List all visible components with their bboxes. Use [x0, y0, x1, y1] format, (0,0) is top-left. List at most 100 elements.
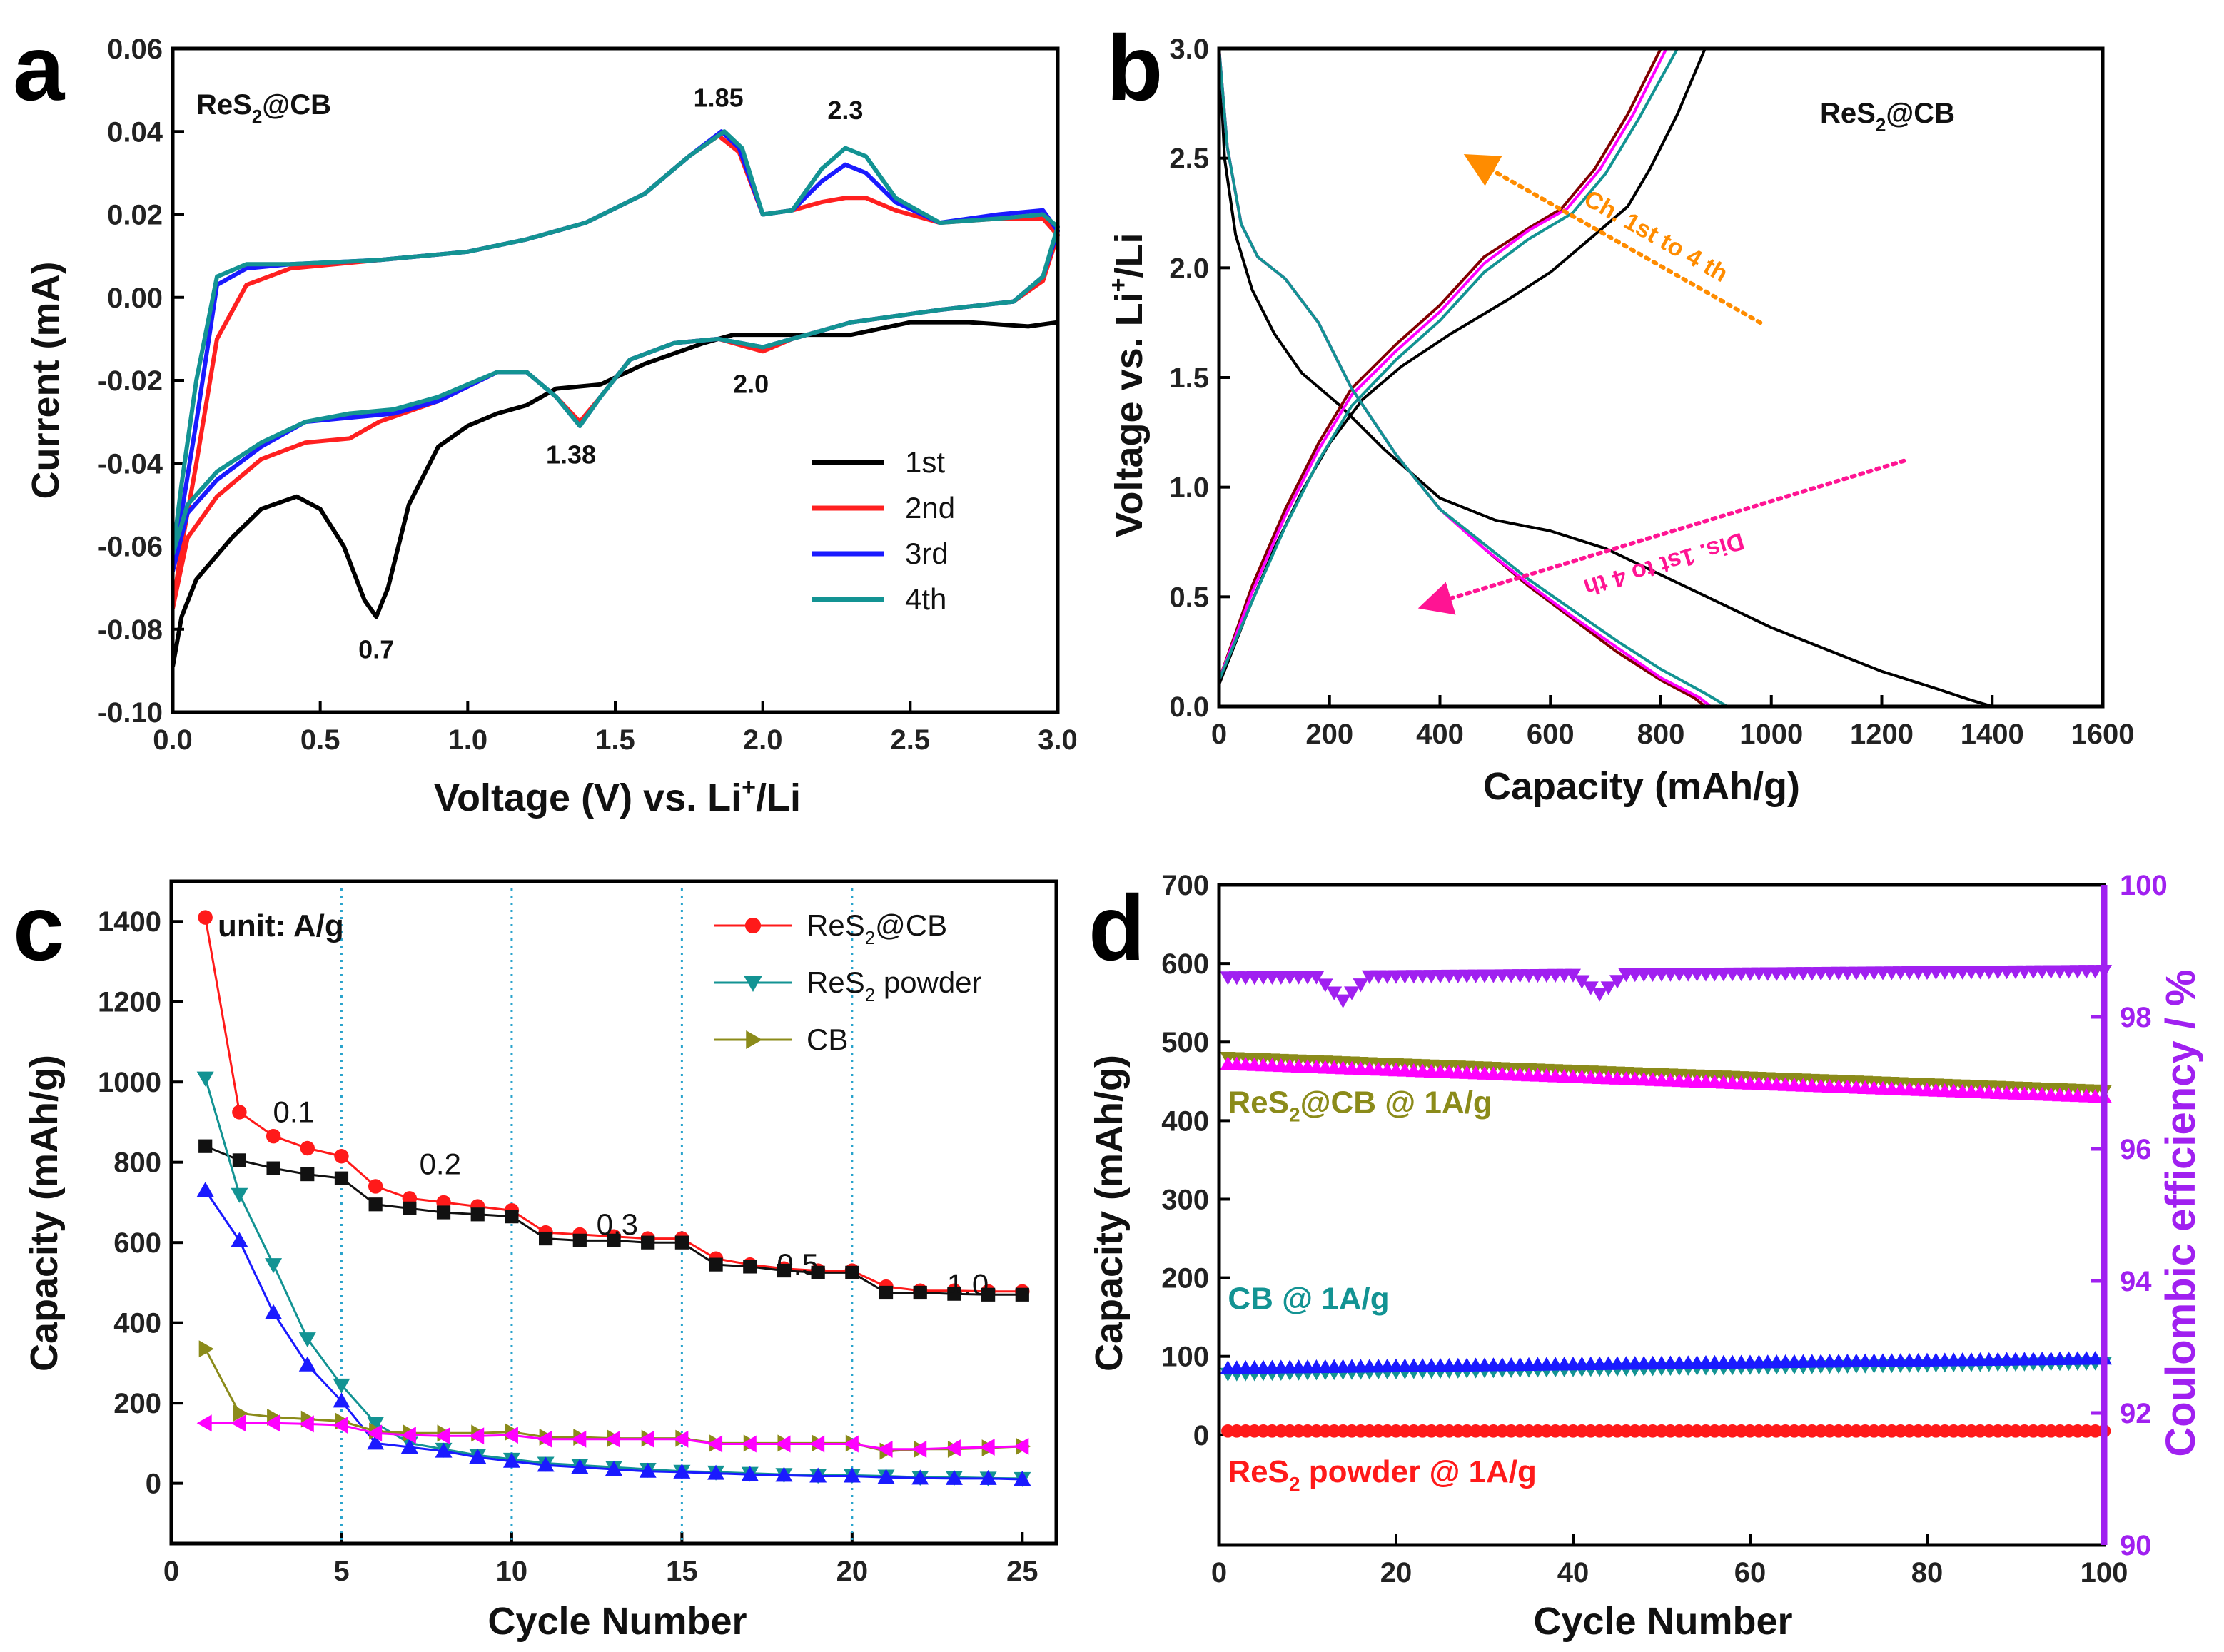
panel-b-ticks: 0 200 400 600 800 1000 1200 1400 1600 0.0 0.5 1.0 1.…	[1169, 34, 2134, 750]
rate-data-point	[879, 1285, 894, 1300]
rate-data-point	[641, 1235, 655, 1250]
rate-data-point	[639, 1462, 657, 1478]
legend-marker	[744, 976, 762, 992]
rate-label: 0.1	[273, 1095, 314, 1128]
rate-data-point	[605, 1460, 622, 1476]
rate-label: 0.5	[777, 1247, 818, 1281]
peak-label: 2.0	[733, 369, 769, 398]
rate-data-point	[368, 1179, 383, 1194]
y-tick-label: 2.0	[1169, 253, 1209, 284]
rate-data-point	[502, 1427, 518, 1444]
x-tick-label: 80	[1911, 1557, 1944, 1588]
y-tick-label: 1000	[98, 1067, 161, 1098]
panel-a-cv-plot: 0.0 0.5 1.0 1.5 2.0 2.5 3.0 -0.10 -0.08 -0.06 -0.0…	[24, 34, 1078, 819]
x-tick-label: 60	[1734, 1557, 1766, 1588]
x-tick-label: 1600	[2071, 719, 2135, 750]
voltage-curve	[1218, 48, 1712, 708]
x-tick-label: 0	[1211, 1557, 1227, 1588]
x-tick-label: 0	[1211, 719, 1227, 750]
x-tick-label: 10	[496, 1556, 528, 1587]
rate-data-point	[947, 1287, 961, 1301]
annotation-label: Dis. 1st to 4 th	[1581, 527, 1747, 602]
y-tick-label: 600	[113, 1227, 161, 1259]
peak-label: 2.3	[827, 96, 863, 125]
legend-label: 3rd	[905, 537, 949, 570]
y-tick-label: 100	[1161, 1342, 1209, 1373]
panel-d-series	[1220, 965, 2112, 1438]
rate-data-point	[843, 1467, 861, 1483]
rate-data-point	[741, 1435, 757, 1453]
rate-data-point	[775, 1435, 791, 1453]
rate-data-point	[505, 1210, 519, 1224]
rate-data-point	[911, 1440, 927, 1458]
y2-tick-label: 90	[2120, 1530, 2152, 1561]
rate-data-point	[811, 1265, 825, 1279]
rate-data-point	[502, 1452, 520, 1468]
rate-data-point	[777, 1263, 792, 1278]
legend-marker	[746, 1030, 762, 1049]
rate-data-point	[196, 1071, 214, 1087]
x-tick-label: 0	[163, 1556, 179, 1587]
rate-data-point	[809, 1467, 827, 1483]
rate-data-point	[945, 1439, 961, 1457]
y-tick-label: 1200	[98, 987, 161, 1018]
y-tick-label: -0.06	[98, 532, 163, 563]
rate-data-point	[233, 1404, 248, 1422]
rate-data-point	[877, 1440, 893, 1458]
panel-c-ticks: 0 5 10 15 20 25 0 200 400 600 800 1000 1200 1400	[98, 906, 1038, 1587]
y-tick-label: 0	[1193, 1420, 1209, 1451]
rate-data-point	[709, 1257, 723, 1272]
y-tick-label: 200	[1161, 1263, 1209, 1294]
rate-data-point	[537, 1456, 555, 1472]
rate-data-point	[400, 1439, 418, 1454]
rate-data-point	[945, 1469, 963, 1485]
cycling-data-point	[1582, 981, 1599, 995]
rate-data-point	[198, 1340, 214, 1358]
cycling-data-point	[1574, 975, 1590, 989]
x-tick-label: 15	[666, 1556, 698, 1587]
x-tick-label: 1400	[1961, 719, 2024, 750]
rate-data-point	[198, 910, 213, 925]
rate-data-point	[571, 1459, 589, 1474]
y2-tick-label: 100	[2120, 870, 2168, 901]
rate-data-point	[743, 1260, 757, 1274]
y2-tick-label: 92	[2120, 1398, 2152, 1429]
y-tick-label: 200	[113, 1388, 161, 1419]
series-label: ReS2 powder @ 1A/g	[1228, 1454, 1537, 1495]
cycling-data-point	[1609, 975, 1625, 989]
rate-data-point	[298, 1332, 316, 1348]
legend-label: 2nd	[905, 491, 955, 525]
voltage-curve	[1218, 48, 1679, 681]
rate-label: 0.2	[420, 1147, 461, 1181]
panel-d-frame	[1217, 883, 2106, 1547]
y-tick-label: 0.06	[107, 34, 163, 65]
rate-data-point	[911, 1469, 929, 1485]
y-tick-label: 400	[1161, 1105, 1209, 1137]
x-tick-label: 0.5	[300, 724, 340, 756]
x-tick-label: 1200	[1850, 719, 1914, 750]
annotation-arrow	[1463, 153, 1763, 325]
rate-data-point	[537, 1430, 552, 1448]
rate-data-point	[435, 1427, 450, 1445]
panel-a-legend: 1st 2nd 3rd 4th	[812, 445, 955, 616]
panel-b-ylabel: Voltage vs. Li+/Li	[1105, 233, 1151, 538]
rate-data-point	[572, 1233, 587, 1247]
panel-letter-d: d	[1088, 876, 1145, 980]
rate-data-point	[400, 1427, 416, 1444]
panel-a-title: ReS2@CB	[196, 89, 331, 127]
x-tick-label: 1000	[1739, 719, 1803, 750]
rate-data-point	[298, 1415, 314, 1433]
rate-data-point	[775, 1466, 793, 1482]
rate-data-point	[470, 1207, 485, 1222]
cycling-data-point	[1335, 994, 1351, 1008]
panel-b-frame	[1217, 46, 2105, 709]
rate-data-point	[707, 1435, 723, 1453]
y-tick-label: 2.5	[1169, 143, 1209, 175]
voltage-curve	[1218, 48, 1668, 681]
rate-data-point	[707, 1464, 725, 1480]
rate-data-point	[334, 1171, 349, 1185]
voltage-curve	[1218, 48, 1707, 708]
panel-a-frame	[171, 46, 1060, 714]
rate-data-point	[298, 1356, 316, 1372]
rate-data-point	[198, 1139, 213, 1153]
